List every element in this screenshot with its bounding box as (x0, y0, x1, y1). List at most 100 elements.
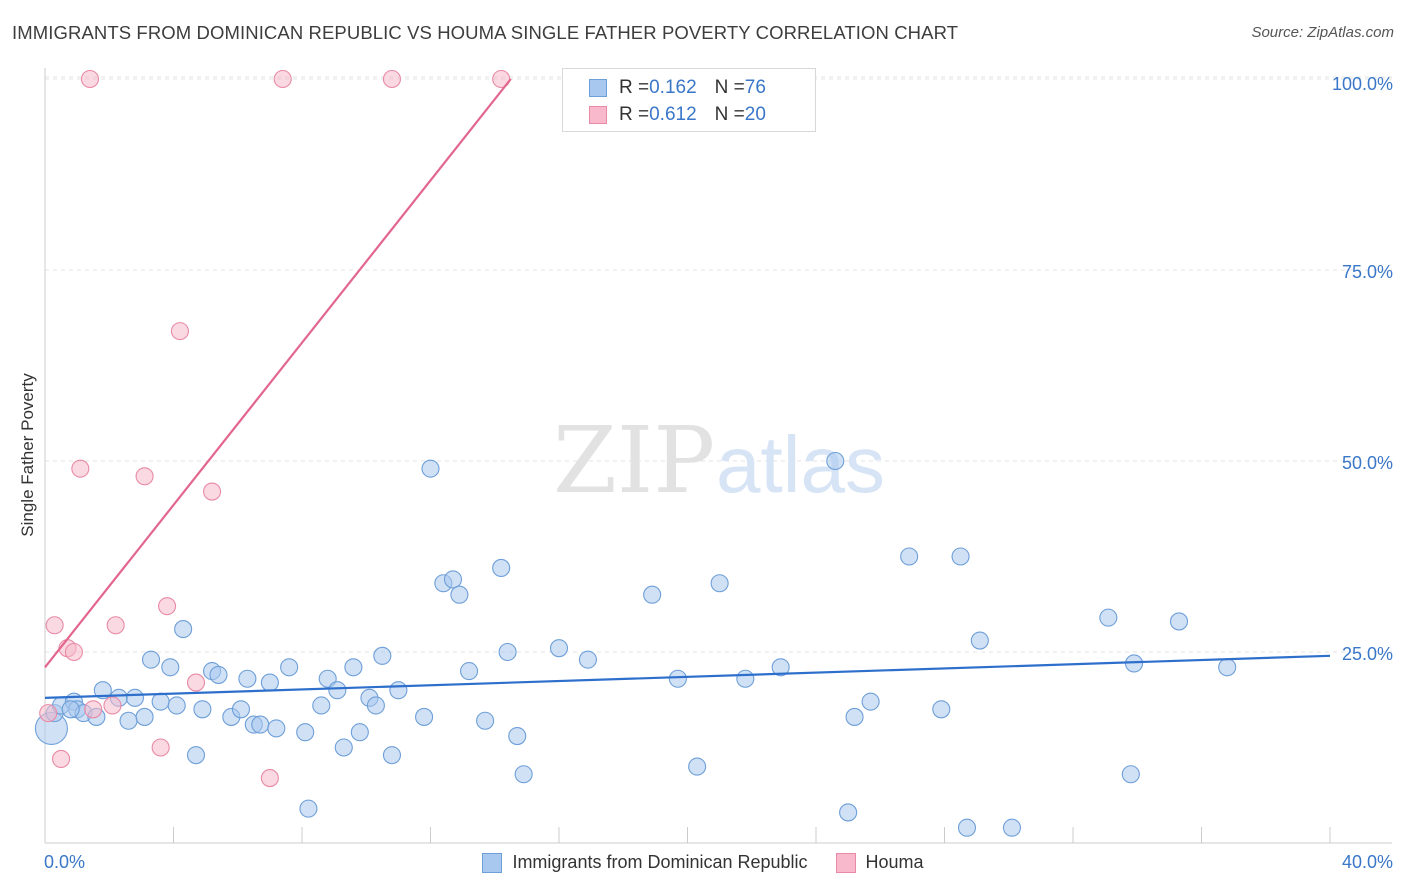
dominican-point-24 (238, 669, 257, 688)
dominican-point-14 (151, 692, 170, 711)
dominican-point-26 (251, 715, 270, 734)
dominican-point-29 (280, 658, 299, 677)
houma-point-6 (84, 700, 103, 719)
dominican-point-31 (299, 799, 318, 818)
dominican-point-74 (1121, 765, 1140, 784)
dominican-point-53 (514, 765, 533, 784)
watermark-zip: ZIP (553, 407, 715, 514)
n-value: 20 (744, 104, 766, 125)
blue-swatch-icon (589, 79, 607, 97)
legend-label: Immigrants from Dominican Republic (512, 852, 808, 872)
dominican-point-65 (861, 692, 880, 711)
dominican-point-57 (668, 669, 687, 688)
dominican-point-49 (476, 711, 495, 730)
houma-point-10 (151, 738, 170, 757)
houma-point-3 (64, 642, 83, 662)
n-label: N = (714, 77, 745, 98)
y-tick-label-100: 100.0% (1332, 74, 1393, 94)
dominican-point-43 (415, 707, 434, 726)
houma-point-7 (103, 696, 122, 715)
y-tick-labels: 25.0% 50.0% 75.0% 100.0% (1332, 74, 1393, 664)
dominican-point-66 (900, 547, 919, 566)
gridlines (45, 76, 1392, 653)
legend-label: Houma (865, 852, 924, 872)
dominican-point-70 (970, 631, 989, 650)
dominican-point-75 (1169, 612, 1189, 631)
x-tick-max: 40.0% (1341, 852, 1393, 872)
series-dominican-republic (34, 451, 1237, 837)
source-label: Source: ZipAtlas.com (1251, 24, 1394, 41)
dominican-point-11 (125, 688, 144, 707)
houma-point-1 (52, 749, 71, 769)
dominican-point-21 (209, 665, 228, 684)
houma-point-13 (186, 673, 206, 692)
dominican-point-37 (350, 723, 369, 742)
legend-row-dominican: R = 0.162 N = 76 (589, 77, 766, 99)
dominican-point-68 (951, 547, 970, 566)
dominican-point-54 (549, 639, 569, 658)
houma-point-5 (80, 69, 100, 89)
y-tick-label-25: 25.0% (1342, 644, 1393, 664)
dominican-point-39 (366, 696, 385, 715)
dominican-point-50 (492, 558, 511, 578)
dominican-point-27 (260, 673, 279, 692)
dominican-trend-line (44, 654, 1331, 699)
houma-point-9 (135, 467, 154, 486)
dominican-point-42 (389, 681, 408, 700)
houma-trend-line (44, 78, 512, 668)
houma-point-4 (71, 459, 90, 478)
pink-swatch-icon (589, 106, 607, 124)
dominican-point-17 (174, 620, 193, 639)
dominican-point-16 (167, 696, 186, 715)
houma-point-12 (170, 322, 189, 341)
dominican-point-71 (1002, 818, 1022, 837)
dominican-point-12 (135, 707, 154, 726)
trend-lines (44, 78, 1331, 699)
dominican-point-64 (845, 707, 864, 726)
dominican-point-13 (141, 650, 161, 669)
dominican-point-63 (839, 803, 858, 822)
y-tick-label-75: 75.0% (1342, 262, 1393, 282)
dominican-point-72 (1099, 608, 1118, 627)
blue-swatch-icon (482, 852, 503, 873)
dominican-point-36 (344, 658, 363, 677)
series-legend: Immigrants from Dominican Republic Houma (0, 852, 1406, 873)
chart-title: IMMIGRANTS FROM DOMINICAN REPUBLIC VS HO… (12, 22, 959, 43)
r-label: R = (619, 77, 650, 98)
legend-item-houma[interactable]: Houma (835, 852, 924, 873)
houma-point-16 (273, 69, 292, 89)
dominican-point-32 (312, 696, 331, 715)
dominican-point-48 (459, 662, 479, 681)
watermark-atlas: atlas (716, 420, 885, 509)
dominican-point-76 (1218, 658, 1237, 677)
r-label: R = (619, 104, 650, 125)
dominican-point-56 (643, 585, 662, 604)
dominican-point-41 (382, 746, 402, 765)
dominican-point-69 (957, 818, 977, 837)
dominican-point-46 (443, 570, 463, 589)
houma-point-17 (382, 69, 402, 89)
n-label: N = (714, 104, 745, 125)
dominican-point-34 (328, 681, 347, 700)
dominican-point-40 (373, 646, 392, 665)
houma-point-0 (45, 616, 64, 635)
houma-point-8 (106, 616, 125, 635)
dominican-point-19 (193, 700, 212, 719)
dominican-point-55 (578, 650, 597, 669)
dominican-point-30 (296, 723, 315, 742)
dominican-point-6 (61, 700, 80, 719)
correlation-legend: R = 0.162 N = 76 R = 0.612 N = 20 (562, 68, 816, 132)
dominican-point-62 (826, 451, 845, 471)
dominican-point-52 (508, 726, 527, 746)
houma-point-15 (260, 769, 279, 788)
legend-row-houma: R = 0.612 N = 20 (589, 104, 766, 126)
legend-item-dominican[interactable]: Immigrants from Dominican Republic (482, 852, 808, 873)
dominican-point-59 (710, 574, 729, 593)
dominican-point-61 (771, 658, 790, 677)
dominican-point-18 (186, 746, 206, 765)
r-value: 0.612 (649, 104, 697, 125)
y-tick-label-50: 50.0% (1342, 453, 1393, 473)
dominican-point-67 (932, 700, 951, 719)
dominican-point-44 (421, 459, 440, 478)
